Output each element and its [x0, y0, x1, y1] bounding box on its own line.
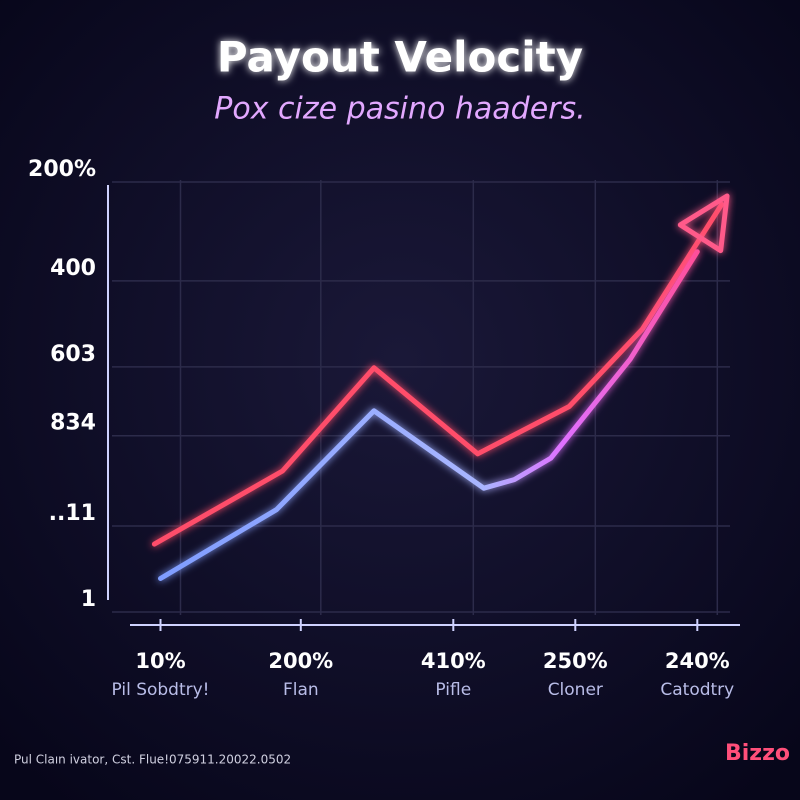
x-tick-label: 240% [665, 649, 730, 673]
series-line [151, 201, 725, 547]
brand: Bizzo [725, 741, 790, 766]
chart-subtitle: Pox cize pasino haaders. [214, 92, 585, 127]
x-sublabel: Catodtry [660, 680, 734, 700]
y-tick-label: 400 [50, 256, 96, 281]
y-tick-label: 603 [50, 342, 96, 367]
y-tick-label: 834 [50, 411, 96, 436]
x-tick-label: 10% [135, 649, 185, 673]
y-tick-label: 200% [28, 157, 96, 182]
chart-title: Payout Velocity [217, 33, 583, 82]
x-tick-label: 410% [421, 649, 486, 673]
arrow-head [677, 193, 730, 254]
y-tick-label: 1 [81, 587, 96, 612]
x-tick-label: 200% [268, 649, 333, 673]
y-tick-label: ..11 [49, 501, 96, 526]
footer: Pul Claın ivator, Cst. Flue!075911.20022… [14, 753, 291, 767]
x-sublabel: Pifle [435, 680, 471, 700]
x-sublabel: Cloner [548, 680, 603, 700]
series-line [158, 249, 700, 581]
x-sublabel: Pil Sobdtry! [111, 680, 209, 700]
x-tick-label: 250% [543, 649, 608, 673]
x-sublabel: Flan [283, 680, 319, 700]
